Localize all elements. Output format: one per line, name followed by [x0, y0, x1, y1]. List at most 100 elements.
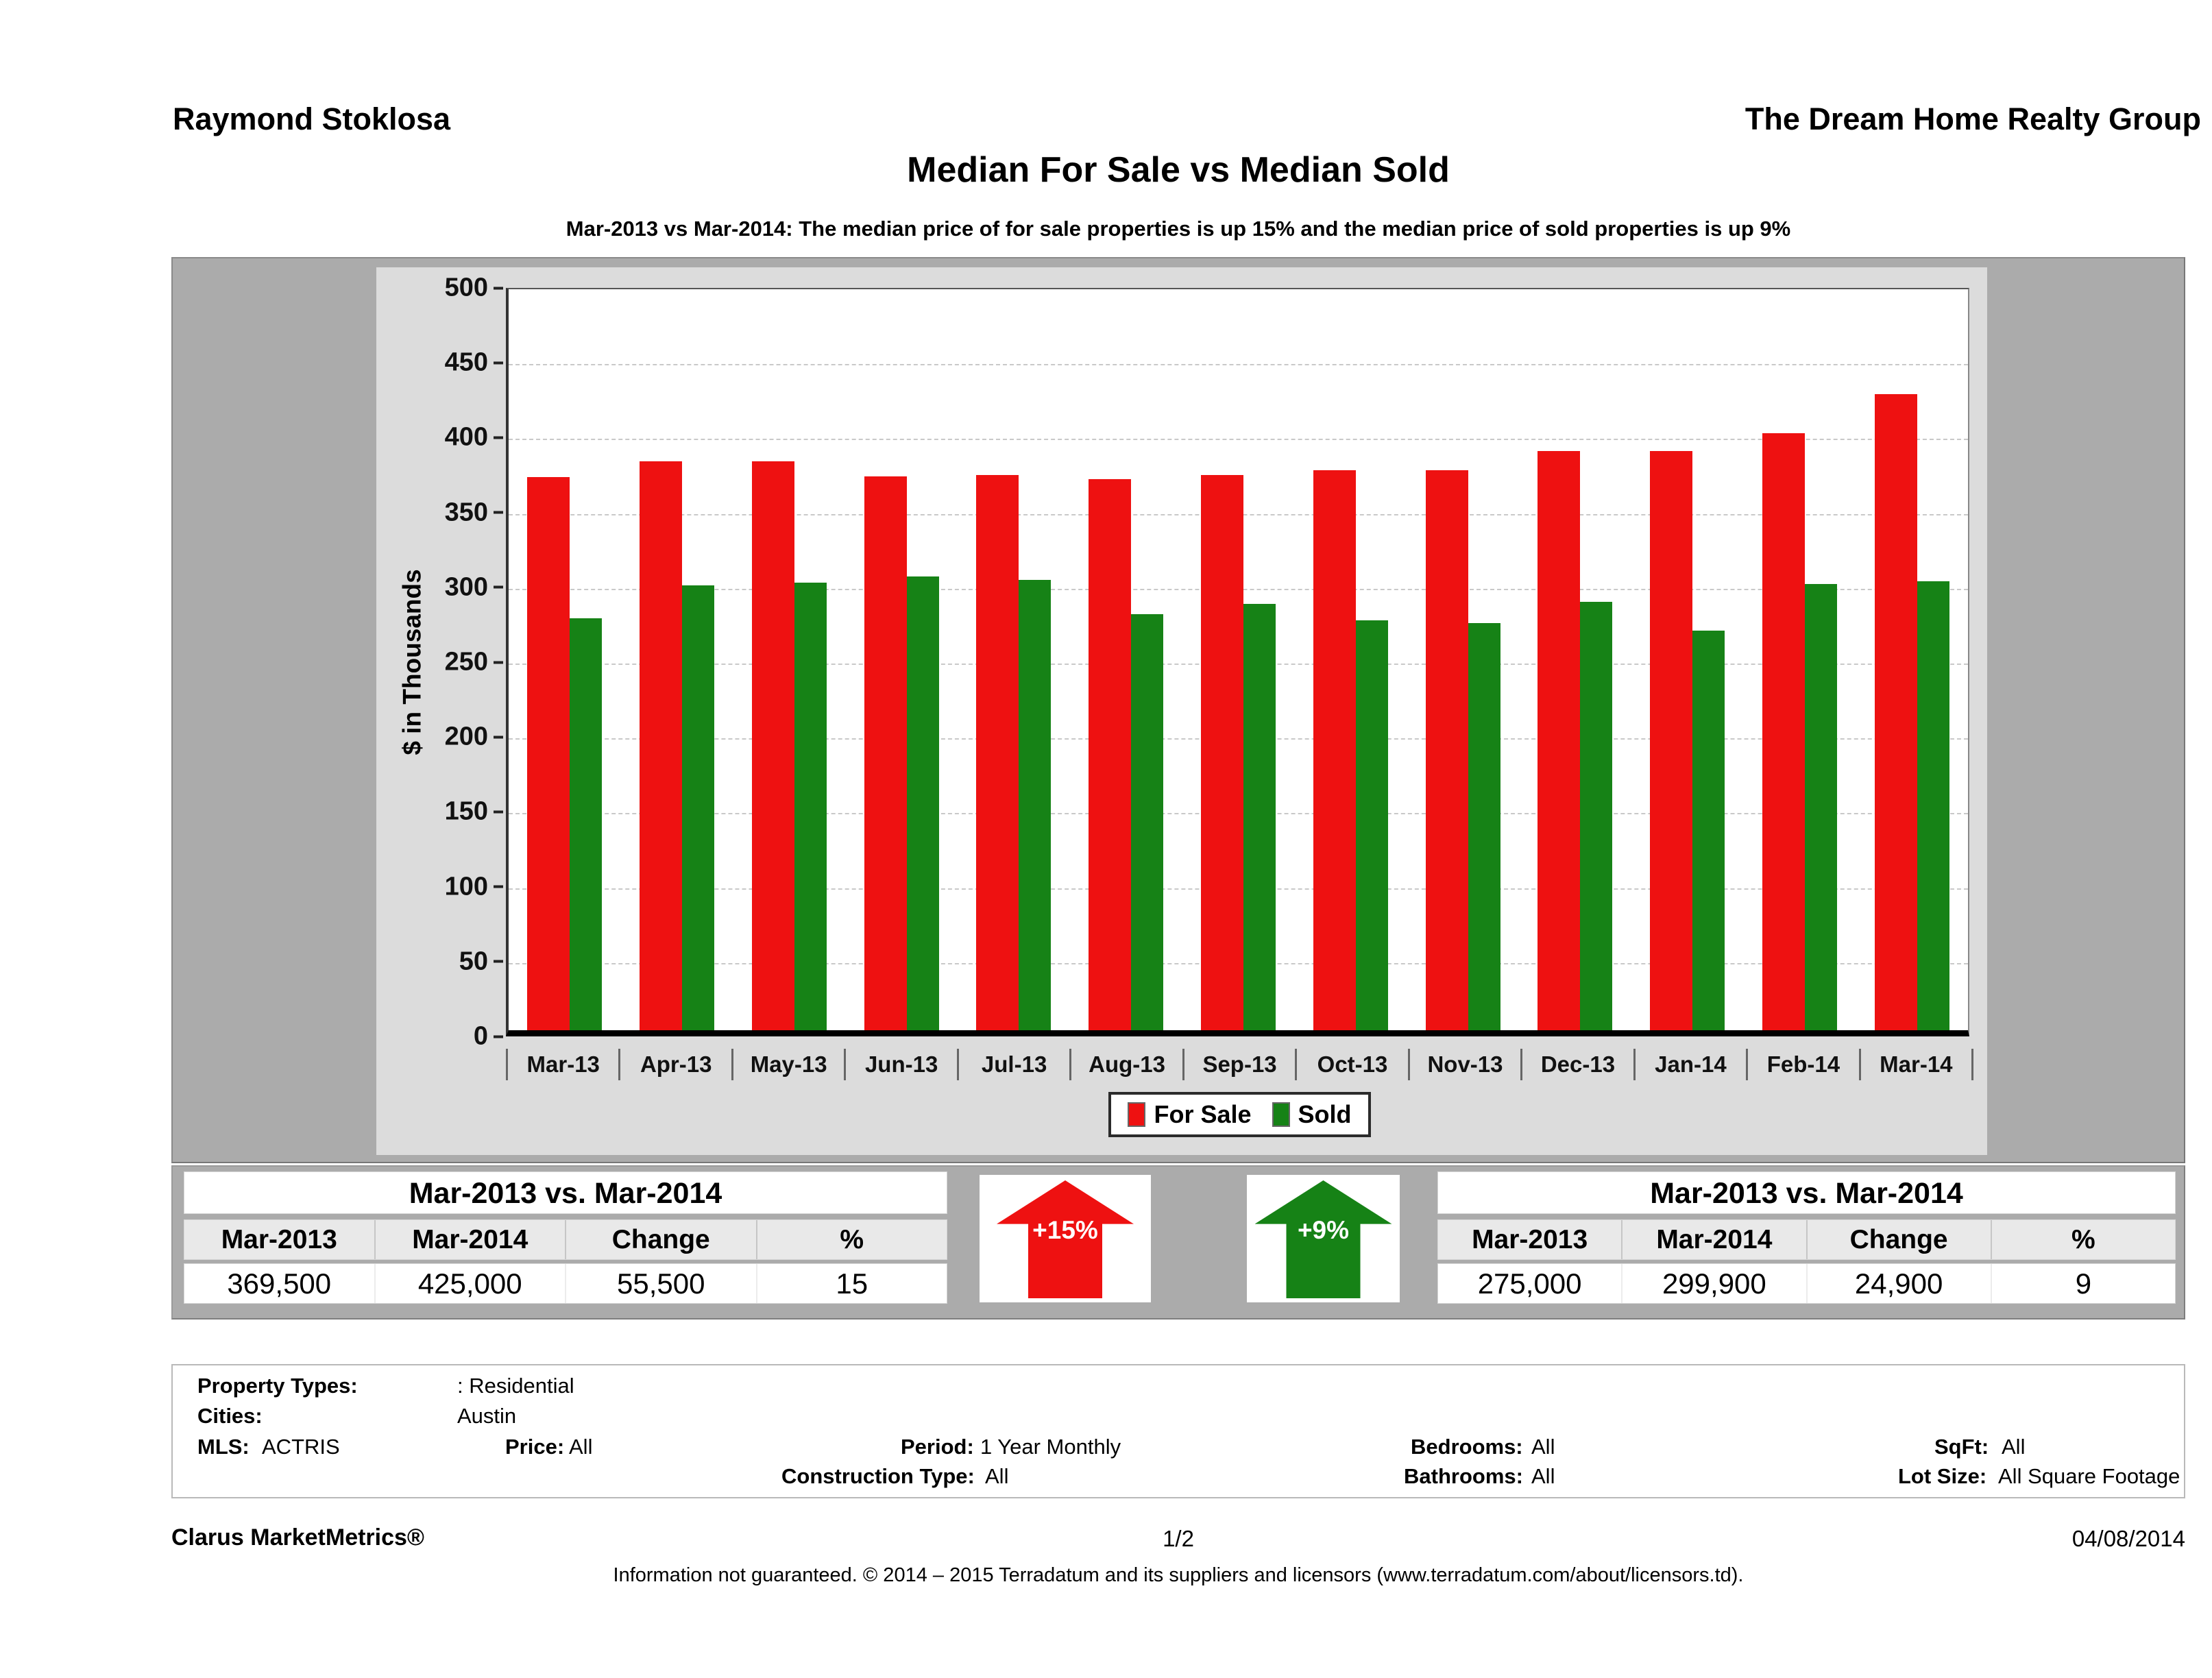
sqft-label: SqFt: [1934, 1435, 1989, 1459]
column-header: Mar-2014 [374, 1220, 566, 1259]
sold-bar-Apr-13 [682, 585, 715, 1030]
for-sale-bar-Jun-13 [864, 476, 907, 1030]
x-tick-label-Jan-14: Jan-14 [1633, 1049, 1746, 1080]
sold-bar-Aug-13 [1131, 614, 1164, 1030]
bar-group-May-13 [733, 289, 846, 1030]
tick-mark [494, 810, 503, 814]
tick-mark [494, 585, 503, 589]
report-date: 04/08/2014 [2071, 1526, 2185, 1551]
column-header: Mar-2013 [221, 1225, 337, 1254]
sold-bar-Feb-14 [1804, 584, 1837, 1030]
for-sale-table-header: Mar-2013 Mar-2014 Change % [184, 1219, 947, 1260]
tick-mark [494, 960, 503, 963]
bar-group-Aug-13 [1070, 289, 1182, 1030]
x-tick-label-Mar-14: Mar-14 [1858, 1049, 1971, 1080]
sold-change-card: +9% [1247, 1175, 1400, 1302]
tick-mark [494, 735, 503, 739]
gridline-400 [509, 439, 1968, 441]
x-tick-label-Oct-13: Oct-13 [1295, 1049, 1407, 1080]
for-sale-bar-May-13 [751, 461, 794, 1030]
y-tick-500: 500 [445, 273, 503, 303]
y-tick-50: 50 [459, 947, 503, 976]
construction-type-value: All [985, 1464, 1009, 1488]
brand-name: Clarus MarketMetrics® [171, 1524, 424, 1551]
construction-type-label: Construction Type: [781, 1464, 975, 1488]
for-sale-bar-Nov-13 [1425, 470, 1468, 1030]
bar-group-Jul-13 [958, 289, 1070, 1030]
column-header: Change [1806, 1220, 1991, 1259]
lot-size-label: Lot Size: [1898, 1464, 1987, 1488]
legend-item-for-sale: For Sale [1128, 1100, 1252, 1129]
y-tick-150: 150 [445, 797, 503, 827]
for-sale-bar-Oct-13 [1313, 470, 1356, 1030]
table-cell: 55,500 [565, 1264, 756, 1303]
sold-bar-Jan-14 [1692, 631, 1725, 1030]
sold-bar-Mar-13 [570, 618, 603, 1030]
sold-table-row: 275,000 299,900 24,900 9 [1437, 1263, 2176, 1304]
column-header: Mar-2013 [1472, 1225, 1588, 1254]
bedrooms-label: Bedrooms: [1411, 1435, 1523, 1459]
x-tick-label-Jul-13: Jul-13 [956, 1049, 1069, 1080]
sold-bar-May-13 [794, 583, 827, 1030]
for-sale-swatch-icon [1128, 1102, 1146, 1127]
tick-mark [494, 661, 503, 664]
sold-table-header: Mar-2013 Mar-2014 Change % [1437, 1219, 2176, 1260]
tick-mark [494, 287, 503, 289]
legend: For Sale Sold [1108, 1092, 1371, 1137]
x-tick-label-Jun-13: Jun-13 [844, 1049, 956, 1080]
bar-group-Mar-14 [1856, 289, 1968, 1030]
table-cell: 369,500 [227, 1267, 332, 1300]
bar-group-Jan-14 [1631, 289, 1744, 1030]
plot-area [506, 288, 1969, 1036]
table-cell: 9 [1990, 1264, 2175, 1303]
x-tick-label-Aug-13: Aug-13 [1069, 1049, 1182, 1080]
chart-container: $ in Thousands 0 50 100 150 200 250 300 350 400 4… [171, 257, 2185, 1163]
for-sale-bar-Mar-13 [527, 477, 570, 1030]
y-tick-100: 100 [445, 872, 503, 901]
y-axis-ticks: 0 50 100 150 200 250 300 350 400 450 500 [376, 273, 503, 1051]
for-sale-table-row: 369,500 425,000 55,500 15 [184, 1263, 947, 1304]
company-name: The Dream Home Realty Group [1745, 101, 2201, 136]
bar-group-Feb-14 [1743, 289, 1856, 1030]
table-cell: 275,000 [1477, 1267, 1582, 1300]
sold-table-title: Mar-2013 vs. Mar-2014 [1437, 1171, 2176, 1214]
column-header: Mar-2014 [1621, 1220, 1806, 1259]
x-tick-label-Mar-13: Mar-13 [506, 1049, 618, 1080]
bar-group-Nov-13 [1407, 289, 1519, 1030]
column-header: % [755, 1220, 947, 1259]
x-tick-label-Nov-13: Nov-13 [1407, 1049, 1520, 1080]
legend-label-for-sale: For Sale [1154, 1100, 1252, 1128]
sold-bar-Sep-13 [1243, 604, 1276, 1030]
mls-value: ACTRIS [262, 1435, 340, 1459]
column-header: % [1990, 1220, 2175, 1259]
tick-mark [494, 885, 503, 888]
y-tick-0: 0 [474, 1022, 503, 1051]
property-types-value: : Residential [457, 1374, 574, 1398]
sold-bar-Oct-13 [1355, 620, 1388, 1030]
page-subtitle: Mar-2013 vs Mar-2014: The median price o… [566, 217, 1791, 241]
for-sale-bar-Apr-13 [640, 461, 683, 1030]
bar-group-Sep-13 [1182, 289, 1295, 1030]
bar-group-Jun-13 [845, 289, 958, 1030]
table-cell: 24,900 [1806, 1264, 1991, 1303]
bar-group-Apr-13 [621, 289, 733, 1030]
period-value: 1 Year Monthly [980, 1435, 1121, 1459]
x-tick-label-Feb-14: Feb-14 [1746, 1049, 1858, 1080]
for-sale-bar-Jul-13 [976, 475, 1019, 1030]
for-sale-bar-Dec-13 [1538, 451, 1581, 1030]
bar-series [509, 289, 1968, 1030]
for-sale-change-card: +15% [980, 1175, 1151, 1302]
price-label: Price: [505, 1435, 565, 1459]
bathrooms-value: All [1531, 1464, 1555, 1488]
bar-group-Dec-13 [1519, 289, 1631, 1030]
cities-label: Cities: [197, 1404, 263, 1428]
lot-size-value: All Square Footage [1998, 1464, 2180, 1488]
sold-comparison-table: Mar-2013 vs. Mar-2014 Mar-2013 Mar-2014 … [1437, 1171, 2176, 1304]
gridline-450 [509, 364, 1968, 366]
x-axis-labels: Mar-13 Apr-13 May-13 Jun-13 Jul-13 Aug-13 Sep-… [506, 1049, 1973, 1080]
sold-bar-Jun-13 [906, 576, 939, 1030]
table-cell: 299,900 [1621, 1264, 1806, 1303]
legend-row: For Sale Sold [506, 1092, 1973, 1137]
y-tick-300: 300 [445, 572, 503, 602]
y-tick-350: 350 [445, 498, 503, 527]
